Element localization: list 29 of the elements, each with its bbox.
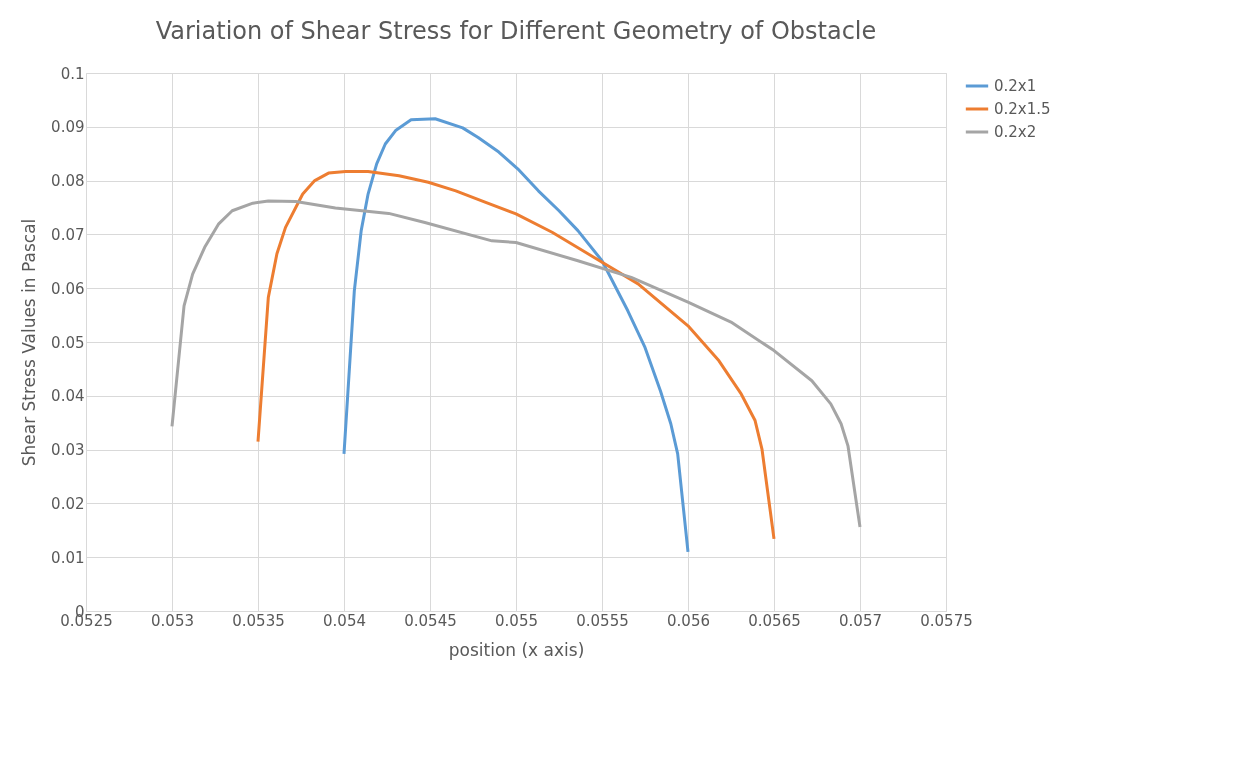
- y-tick-label: 0.05: [51, 333, 85, 352]
- y-axis-title: Shear Stress Values in Pascal: [19, 218, 40, 467]
- x-tick-label: 0.053: [151, 611, 194, 630]
- y-tick-label: 0.04: [51, 387, 85, 406]
- legend-label: 0.2x1.5: [994, 100, 1051, 118]
- line-series: [342, 117, 690, 554]
- line-series: [256, 169, 776, 541]
- y-tick-label: 0.06: [51, 279, 85, 298]
- x-tick-label: 0.055: [495, 611, 538, 630]
- y-tick-label: 0.01: [51, 548, 85, 567]
- x-tick-label: 0.057: [839, 611, 882, 630]
- x-tick-label: 0.0555: [576, 611, 629, 630]
- legend-label: 0.2x1: [994, 77, 1037, 95]
- y-tick-label: 0.07: [51, 225, 85, 244]
- x-axis-title: position (x axis): [448, 639, 585, 660]
- y-tick-label: 0.08: [51, 172, 85, 191]
- x-tick-label: 0.0535: [232, 611, 285, 630]
- x-tick-label: 0.056: [667, 611, 710, 630]
- x-tick-label: 0.0565: [748, 611, 801, 630]
- chart-title: Variation of Shear Stress for Different Geometry of Obstacle: [155, 17, 877, 45]
- x-tick-label: 0.0545: [404, 611, 457, 630]
- line-series: [170, 199, 862, 529]
- y-tick-label: 0.03: [51, 441, 85, 460]
- y-tick-label: 0.1: [60, 64, 85, 83]
- x-tick-label: 0.054: [323, 611, 366, 630]
- legend-label: 0.2x2: [994, 123, 1037, 141]
- x-tick-label: 0.0575: [920, 611, 973, 630]
- y-tick-label: 0.02: [51, 494, 85, 513]
- y-tick-label: 0.09: [51, 118, 85, 137]
